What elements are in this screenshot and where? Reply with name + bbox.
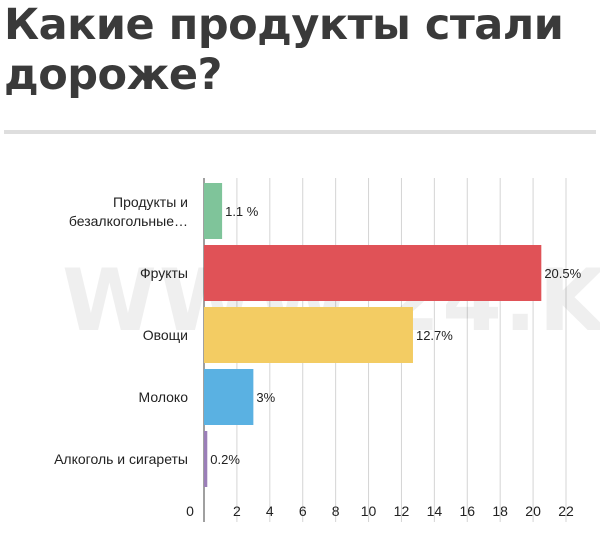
bar [204,369,254,425]
bar [204,183,223,239]
data-label: 0.2% [210,452,240,467]
chart-title: Какие продукты стали дороже? [4,0,564,100]
bar [204,245,542,301]
data-label: 3% [256,390,275,405]
data-label: 20.5% [544,266,581,281]
x-tick-label: 20 [525,503,541,519]
category-label: Овощи [143,327,188,343]
bar [204,431,208,487]
x-tick-label: 14 [427,503,443,519]
x-tick-label: 12 [394,503,410,519]
category-label: Продукты и безалкогольные… [69,194,188,229]
x-tick-label: 16 [459,503,475,519]
category-label: Фрукты [140,265,188,281]
bar [204,307,413,363]
data-label: 1.1 % [225,204,259,219]
x-tick-label: 0 [186,503,194,519]
x-tick-label: 18 [492,503,508,519]
x-tick-label: 10 [361,503,377,519]
title-divider [4,130,596,134]
x-tick-label: 2 [233,503,241,519]
category-label: Молоко [139,389,189,405]
x-tick-label: 22 [558,503,574,519]
category-label: Алкоголь и сигареты [54,451,188,467]
x-tick-label: 6 [299,503,307,519]
data-label: 12.7% [416,328,453,343]
x-tick-label: 4 [266,503,274,519]
x-tick-label: 8 [332,503,340,519]
